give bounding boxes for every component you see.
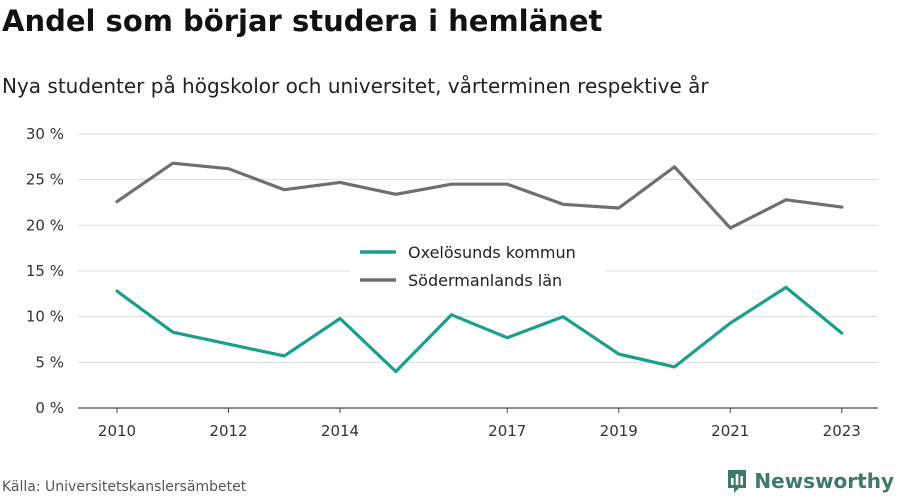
legend-label: Oxelösunds kommun bbox=[408, 243, 576, 262]
brand-name: Newsworthy bbox=[754, 469, 894, 493]
series-lines bbox=[115, 161, 844, 374]
x-tick-label: 2023 bbox=[823, 422, 861, 440]
x-tick-label: 2019 bbox=[600, 422, 638, 440]
x-tick-label: 2012 bbox=[209, 422, 247, 440]
y-tick-label: 30 % bbox=[26, 125, 64, 143]
legend-background bbox=[350, 236, 606, 298]
x-tick-label: 2017 bbox=[488, 422, 526, 440]
x-tick-label: 2010 bbox=[98, 422, 136, 440]
y-tick-label: 15 % bbox=[26, 262, 64, 280]
chart-subtitle: Nya studenter på högskolor och universit… bbox=[2, 74, 709, 98]
series-line bbox=[115, 285, 844, 374]
y-tick-label: 25 % bbox=[26, 171, 64, 189]
y-tick-label: 20 % bbox=[26, 216, 64, 234]
y-tick-label: 0 % bbox=[35, 399, 64, 417]
x-tick-label: 2014 bbox=[321, 422, 359, 440]
source-note: Källa: Universitetskanslersämbetet bbox=[2, 479, 247, 495]
series-line bbox=[115, 161, 844, 230]
line-chart: 0 % 5 % 10 % 15 % 20 % 25 % 30 % 2010 2012 2014 20… bbox=[26, 125, 878, 440]
y-tick-label: 10 % bbox=[26, 308, 64, 326]
newsworthy-logo-icon bbox=[728, 470, 747, 493]
x-tick-label: 2021 bbox=[711, 422, 749, 440]
legend-label: Södermanlands län bbox=[408, 271, 562, 290]
legend: Oxelösunds kommun Södermanlands län bbox=[350, 236, 606, 298]
brand-logo[interactable]: Newsworthy bbox=[726, 468, 894, 494]
y-tick-label: 5 % bbox=[35, 353, 64, 371]
axes: 0 % 5 % 10 % 15 % 20 % 25 % 30 % 2010 2012 2014 20… bbox=[26, 125, 878, 440]
chart-title: Andel som börjar studera i hemlänet bbox=[2, 4, 603, 38]
